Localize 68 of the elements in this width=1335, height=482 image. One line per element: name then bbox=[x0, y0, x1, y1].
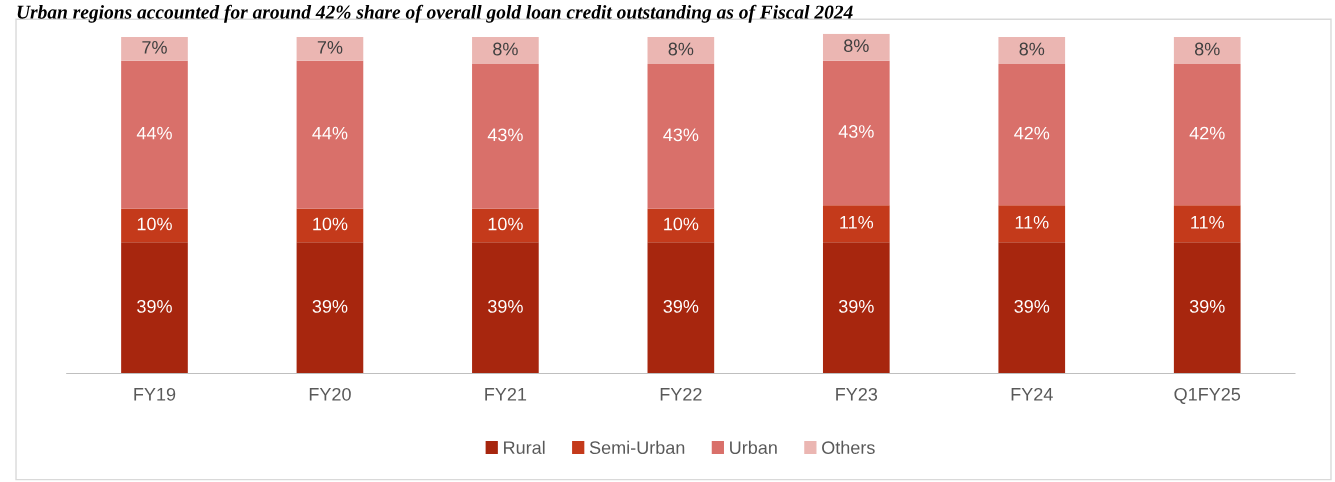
bar bbox=[647, 37, 715, 65]
bar bbox=[998, 205, 1066, 243]
data-label: 42% bbox=[1014, 126, 1050, 140]
bar bbox=[647, 242, 715, 374]
data-label: 7% bbox=[142, 41, 167, 54]
x-tick-label: Q1FY25 bbox=[1174, 387, 1241, 404]
bar bbox=[998, 37, 1066, 65]
data-label: 39% bbox=[838, 300, 874, 313]
bar bbox=[472, 208, 539, 243]
data-label: 8% bbox=[1019, 42, 1045, 56]
bar bbox=[822, 242, 890, 374]
bar bbox=[647, 64, 715, 209]
bar bbox=[1173, 205, 1241, 243]
bar bbox=[822, 33, 890, 61]
legend-label: Urban bbox=[730, 440, 777, 455]
x-tick-label: FY23 bbox=[836, 387, 878, 401]
bar bbox=[296, 60, 364, 209]
data-label: 11% bbox=[1015, 215, 1049, 229]
legend-label: Others bbox=[822, 440, 875, 455]
data-label: 43% bbox=[838, 125, 874, 138]
data-label: 10% bbox=[664, 217, 699, 231]
bar bbox=[822, 60, 890, 206]
data-label: 8% bbox=[844, 39, 869, 53]
bar bbox=[121, 60, 188, 209]
data-label: 11% bbox=[1191, 215, 1224, 229]
data-label: 39% bbox=[1189, 300, 1225, 313]
x-tick-label: FY24 bbox=[1011, 387, 1053, 401]
legend-label: Semi-Urban bbox=[589, 440, 685, 455]
data-label: 10% bbox=[488, 217, 523, 231]
data-label: 7% bbox=[317, 41, 343, 54]
x-tick-label: FY20 bbox=[309, 387, 351, 401]
bar bbox=[472, 37, 539, 65]
x-tick-label: FY19 bbox=[134, 387, 176, 401]
bar bbox=[1173, 64, 1241, 206]
data-label: 44% bbox=[312, 126, 348, 140]
data-label: 39% bbox=[488, 300, 523, 313]
bar bbox=[121, 208, 188, 243]
data-label: 8% bbox=[493, 42, 518, 56]
bar bbox=[472, 64, 539, 209]
data-label: 10% bbox=[313, 217, 348, 231]
bar bbox=[1173, 37, 1241, 65]
data-label: 8% bbox=[668, 42, 694, 56]
x-tick-label: FY22 bbox=[660, 387, 702, 401]
data-label: 43% bbox=[487, 128, 523, 142]
chart-title: Urban regions accounted for around 42% share of overall gold loan credit outstanding as of Fiscal 2024 bbox=[17, 4, 853, 23]
bar bbox=[472, 242, 539, 374]
data-label: 39% bbox=[663, 300, 699, 313]
data-label: 39% bbox=[1014, 300, 1050, 313]
data-label: 39% bbox=[137, 300, 172, 313]
bar bbox=[296, 242, 364, 374]
data-label: 39% bbox=[312, 300, 348, 313]
x-tick-label: FY21 bbox=[485, 387, 527, 401]
data-label: 11% bbox=[840, 215, 874, 229]
bar bbox=[121, 37, 188, 61]
bar bbox=[121, 242, 188, 374]
bar bbox=[822, 205, 890, 243]
data-label: 8% bbox=[1194, 42, 1220, 56]
data-label: 44% bbox=[136, 126, 172, 140]
bar bbox=[647, 208, 715, 243]
data-label: 42% bbox=[1189, 126, 1225, 140]
bar bbox=[998, 242, 1066, 374]
bar bbox=[998, 64, 1066, 206]
legend-label: Rural bbox=[504, 440, 545, 455]
data-label: 43% bbox=[663, 128, 699, 142]
data-label: 10% bbox=[137, 217, 172, 231]
bar bbox=[296, 37, 364, 61]
bar bbox=[296, 208, 364, 243]
bar bbox=[1173, 242, 1241, 374]
